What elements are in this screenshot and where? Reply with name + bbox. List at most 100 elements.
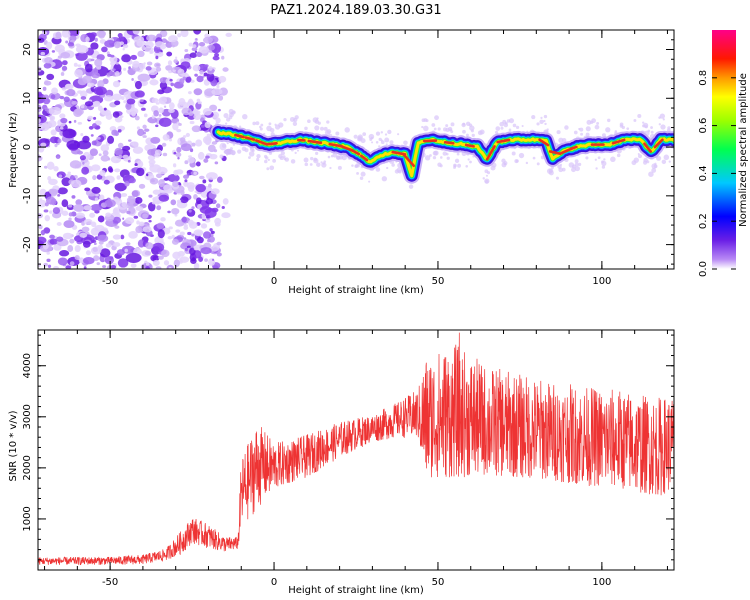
noise-blob — [198, 256, 203, 262]
noise-blob — [47, 264, 52, 268]
noise-blob — [118, 154, 123, 159]
noise-blob — [60, 117, 68, 124]
noise-blob — [204, 64, 209, 68]
halo-dot — [443, 127, 448, 132]
noise-blob — [175, 229, 181, 233]
halo-dot — [594, 158, 597, 161]
noise-blob — [82, 135, 90, 143]
noise-blob — [210, 188, 220, 195]
noise-blob — [38, 37, 45, 43]
halo-dot — [386, 166, 389, 170]
noise-blob — [91, 140, 97, 146]
x-tick-label: 0 — [271, 577, 277, 588]
noise-blob — [97, 234, 109, 243]
noise-blob — [56, 222, 62, 226]
halo-dot — [241, 146, 247, 152]
noise-blob — [75, 51, 88, 61]
noise-blob — [182, 76, 187, 81]
noise-blob — [122, 47, 125, 51]
noise-blob — [38, 155, 41, 159]
noise-blob — [49, 115, 56, 121]
halo-dot — [269, 165, 275, 171]
noise-blob — [148, 194, 153, 198]
noise-blob — [209, 153, 218, 160]
ridge-core — [234, 133, 664, 168]
halo-dot — [573, 130, 578, 135]
halo-dot — [571, 167, 576, 173]
halo-dot — [467, 158, 470, 161]
core-segment — [485, 145, 496, 161]
snr-xlabel: Height of straight line (km) — [288, 585, 424, 596]
halo-dot — [445, 124, 449, 128]
halo-dot — [660, 124, 666, 130]
noise-blob — [69, 261, 75, 266]
halo-dot — [515, 125, 520, 130]
halo-dot — [315, 151, 319, 156]
halo-dot — [323, 126, 328, 131]
halo-dot — [485, 174, 488, 177]
noise-blob — [189, 52, 197, 58]
halo-dot — [429, 154, 432, 157]
noise-blob — [104, 39, 116, 48]
core-segment — [643, 142, 653, 153]
noise-blob — [193, 30, 202, 35]
noise-blob — [119, 41, 125, 46]
noise-blob — [56, 236, 64, 242]
noise-blob — [192, 64, 201, 72]
halo-dot — [518, 152, 525, 159]
noise-blob — [100, 155, 110, 162]
noise-blob — [156, 173, 163, 179]
halo-dot — [231, 110, 236, 115]
noise-blob — [211, 88, 223, 96]
noise-blob — [54, 44, 65, 53]
halo-dot — [408, 184, 414, 189]
noise-blob — [80, 96, 87, 100]
noise-blob — [187, 231, 192, 236]
noise-blob — [182, 174, 189, 179]
noise-blob — [65, 265, 72, 269]
halo-dot — [596, 121, 600, 125]
noise-blob — [42, 86, 47, 91]
noise-blob — [80, 104, 85, 109]
noise-blob — [104, 199, 116, 208]
noise-blob — [85, 36, 90, 43]
halo-dot — [425, 119, 429, 123]
y-tick-label: 20 — [22, 43, 33, 56]
noise-blob — [128, 139, 132, 142]
spectral-ridge — [210, 124, 674, 184]
halo-dot — [610, 156, 616, 163]
noise-blob — [194, 50, 198, 54]
halo-dot — [556, 130, 561, 135]
noise-blob — [103, 179, 110, 185]
noise-blob — [82, 256, 95, 265]
halo-dot — [450, 122, 455, 127]
noise-blob — [176, 199, 182, 204]
noise-blob — [146, 34, 157, 42]
noise-blob — [170, 82, 175, 87]
halo-dot — [495, 126, 501, 131]
halo-dot — [337, 165, 342, 170]
noise-blob — [149, 79, 159, 86]
noise-blob — [145, 262, 150, 266]
noise-blob — [172, 163, 177, 168]
noise-blob — [122, 44, 129, 49]
noise-blob — [101, 46, 108, 53]
noise-blob — [166, 51, 173, 57]
halo-dot — [543, 114, 548, 119]
halo-dot — [432, 155, 437, 160]
noise-blob — [175, 169, 184, 175]
noise-blob — [65, 40, 69, 44]
halo-dot — [307, 119, 311, 124]
noise-blob — [119, 36, 127, 43]
noise-blob — [93, 100, 101, 106]
noise-blob — [50, 129, 57, 136]
noise-blob — [193, 194, 198, 200]
noise-blob — [69, 39, 75, 43]
noise-blob — [199, 69, 204, 75]
halo-dot — [391, 163, 395, 167]
noise-blob — [114, 168, 121, 173]
noise-blob — [143, 113, 148, 118]
noise-blob — [202, 231, 212, 239]
noise-blob — [134, 80, 142, 90]
noise-blob — [131, 110, 137, 117]
